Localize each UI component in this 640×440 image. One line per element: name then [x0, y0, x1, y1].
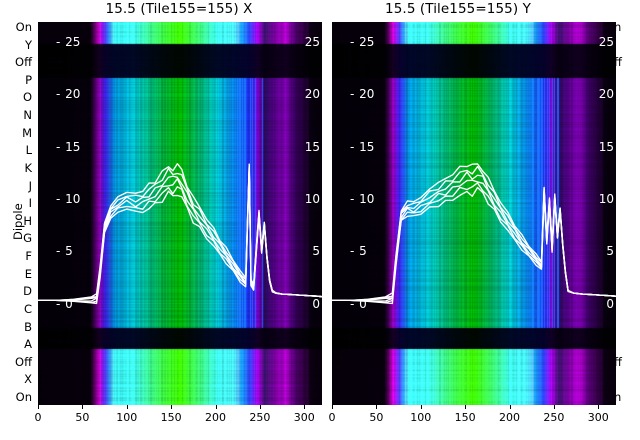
category-tick-left-k-8: K [24, 160, 32, 175]
category-tick-left-l-7: L [25, 143, 32, 158]
x-axis-panel-y-tick-250: 250 [543, 411, 565, 424]
y-tick-right-20: 20 [304, 87, 320, 102]
category-axis-left: On Y Off P O N M L K J I H G F E D C B A Off X On [0, 0, 34, 440]
x-axis-panel-y-tickmark-300 [598, 405, 600, 409]
x-axis-panel-y-tick-150: 150 [454, 411, 476, 424]
y-tick-15: - 15 [350, 139, 375, 154]
profile-trace-5 [38, 163, 322, 302]
x-axis-panel-x-tick-300: 300 [293, 411, 315, 424]
x-axis-panel-y-tickmark-50 [376, 405, 378, 409]
y-tick-right-20: 20 [598, 87, 614, 102]
category-tick-left-p-3: P [25, 72, 32, 87]
y-tick-20: - 20 [56, 87, 81, 102]
x-axis-panel-y-tick-200: 200 [499, 411, 520, 424]
x-axis-panel-y-tick-300: 300 [587, 411, 609, 424]
profile-trace-4 [332, 165, 616, 302]
profile-trace-3 [332, 171, 616, 302]
x-axis-panel-x-tickmark-100 [126, 405, 128, 409]
panel-y-plot-area[interactable]: - 25 25 - 20 20 - 15 15 - 10 10 - 5 5 - 0 0 [332, 22, 616, 405]
y-tick-20: - 20 [350, 87, 375, 102]
x-axis-panel-y-tick-50: 50 [369, 411, 384, 424]
category-tick-left-c-16: C [23, 301, 32, 316]
x-axis-panel-x-tickmark-50 [82, 405, 84, 409]
overlay-curves [38, 163, 322, 305]
category-tick-left-h-11: H [23, 213, 32, 228]
category-tick-left-off-2: Off [15, 55, 32, 70]
y-tick-right-25: 25 [598, 34, 614, 49]
profile-trace-3 [38, 165, 322, 302]
heatmap-canvas [332, 22, 616, 405]
y-tick-right-15: 15 [598, 139, 614, 154]
category-tick-left-y-1: Y [24, 37, 32, 52]
y-tick-10: - 10 [56, 191, 81, 206]
y-tick-right-0: 0 [312, 296, 320, 311]
x-axis-panel-x-tick-100: 100 [116, 411, 138, 424]
x-axis-panel-x-tick-50: 50 [75, 411, 90, 424]
y-tick-0: - 0 [56, 296, 73, 311]
x-axis-panel-x-tickmark-300 [304, 405, 306, 409]
x-axis-panel-x-tick-0: 0 [34, 411, 42, 424]
panel-y: 15.5 (Tile155=155) Y - 25 25- 20 20- 15 15-… [314, 0, 616, 440]
x-axis-panel-x-tick-200: 200 [205, 411, 226, 424]
category-tick-left-o-4: O [22, 90, 32, 105]
y-tick-right-0: 0 [606, 296, 614, 311]
y-tick-5: - 5 [350, 244, 367, 259]
x-axis-panel-x-tick-150: 150 [160, 411, 182, 424]
panel-x-title: 15.5 (Tile155=155) X [105, 1, 253, 17]
overlay-curves [332, 163, 616, 305]
x-axis-panel-y-tickmark-250 [553, 405, 555, 409]
category-tick-left-m-6: M [22, 125, 32, 140]
category-tick-left-e-14: E [24, 266, 32, 281]
y-tick-right-10: 10 [598, 191, 614, 206]
x-axis-panel-x-tickmark-150 [171, 405, 173, 409]
x-axis-panel-y-tick-100: 100 [410, 411, 432, 424]
category-tick-left-a-18: A [24, 337, 32, 352]
y-tick-0: - 0 [350, 296, 367, 311]
y-tick-10: - 10 [350, 191, 375, 206]
x-axis-panel-x-tickmark-0 [38, 405, 39, 409]
y-tick-right-25: 25 [304, 34, 320, 49]
y-tick-25: - 25 [350, 34, 375, 49]
y-tick-15: - 15 [56, 139, 81, 154]
category-tick-left-n-5: N [23, 108, 32, 123]
x-axis-panel-x-tickmark-250 [259, 405, 261, 409]
category-tick-left-x-20: X [24, 372, 32, 387]
category-tick-left-on-0: On [15, 20, 32, 34]
x-axis-panel-y-tickmark-0 [332, 405, 333, 409]
panel-x-plot-area[interactable]: - 25 25 - 20 20 - 15 15 - 10 10 - 5 5 - 0 0 [38, 22, 322, 405]
category-tick-left-j-9: J [28, 178, 32, 193]
y-tick-right-15: 15 [304, 139, 320, 154]
x-axis-panel-y-tick-0: 0 [328, 411, 336, 424]
y-tick-5: - 5 [56, 244, 73, 259]
profile-trace-2 [332, 179, 616, 302]
category-tick-left-f-13: F [25, 249, 32, 264]
profile-trace-5 [332, 163, 616, 302]
category-tick-left-b-17: B [24, 319, 32, 334]
x-axis-panel-x-tickmark-200 [215, 405, 217, 409]
panel-x: 15.5 (Tile155=155) X - 25 25- 20 20- 15 15-… [35, 0, 323, 440]
category-tick-left-i-10: I [28, 196, 32, 211]
panel-y-title: 15.5 (Tile155=155) Y [385, 1, 531, 17]
x-axis-panel-y-tickmark-100 [420, 405, 422, 409]
x-axis-panel-y-tickmark-200 [509, 405, 511, 409]
x-axis-panel-x-tick-250: 250 [249, 411, 271, 424]
y-tick-25: - 25 [56, 34, 81, 49]
y-tick-right-5: 5 [606, 244, 614, 259]
profile-trace-0 [332, 186, 616, 305]
category-tick-left-on-21: On [15, 390, 32, 404]
category-tick-left-off-19: Off [15, 354, 32, 369]
category-tick-left-d-15: D [23, 284, 32, 299]
heatmap-canvas [38, 22, 322, 405]
category-tick-left-g-12: G [23, 231, 32, 246]
y-tick-right-5: 5 [312, 244, 320, 259]
profile-trace-1 [38, 169, 322, 304]
x-axis-panel-y-tickmark-150 [465, 405, 467, 409]
y-tick-right-10: 10 [304, 191, 320, 206]
profile-trace-0 [38, 169, 322, 305]
profile-trace-1 [332, 182, 616, 304]
